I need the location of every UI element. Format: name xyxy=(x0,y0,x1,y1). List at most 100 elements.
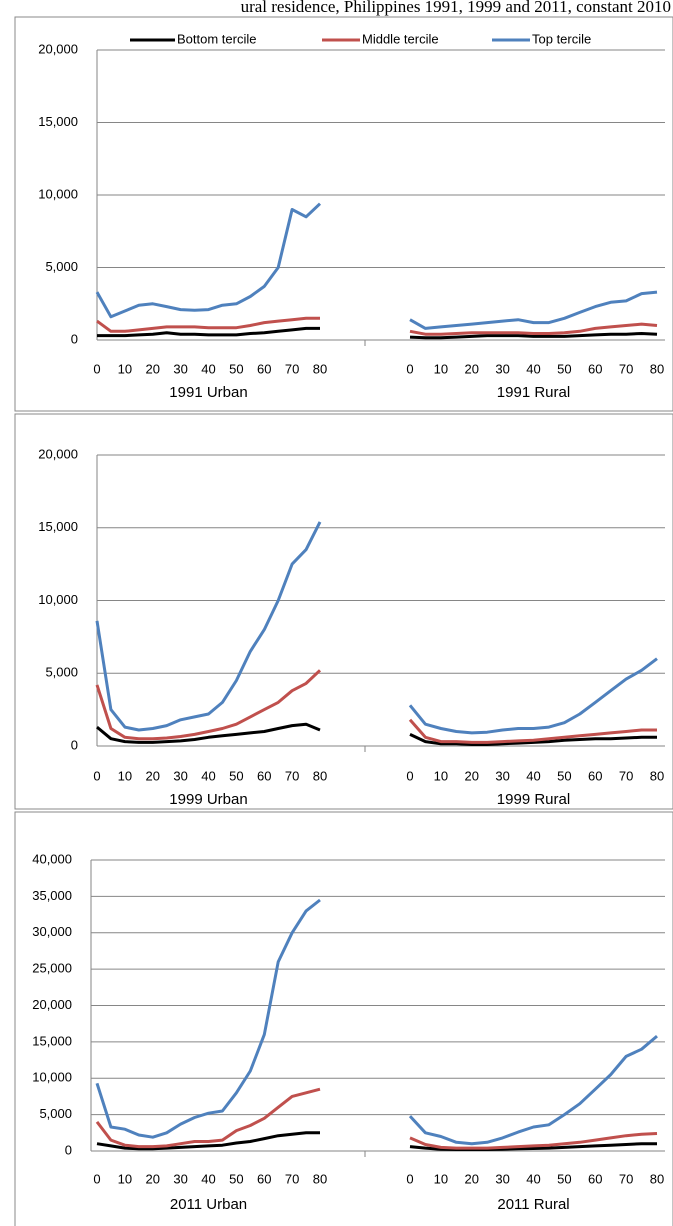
x-tick-label: 50 xyxy=(229,1171,243,1186)
series-line xyxy=(408,657,658,735)
x-tick-label: 80 xyxy=(313,361,327,376)
y-tick-label: 5,000 xyxy=(45,665,78,680)
x-tick-label: 30 xyxy=(173,768,187,783)
x-tick-label: 50 xyxy=(557,768,571,783)
y-tick-label: 5,000 xyxy=(39,1106,72,1121)
x-tick-label: 20 xyxy=(146,768,160,783)
x-tick-label: 10 xyxy=(434,1171,448,1186)
x-tick-label: 20 xyxy=(465,768,479,783)
x-tick-label: 40 xyxy=(526,361,540,376)
panel-label: 1991 Urban xyxy=(169,384,247,401)
y-tick-label: 5,000 xyxy=(45,259,78,274)
x-tick-label: 80 xyxy=(313,768,327,783)
x-tick-label: 80 xyxy=(650,361,664,376)
x-tick-label: 60 xyxy=(257,1171,271,1186)
series-line xyxy=(409,322,658,336)
x-tick-label: 30 xyxy=(173,1171,187,1186)
legend-label: Middle tercile xyxy=(362,31,439,46)
series-line xyxy=(95,669,322,741)
x-tick-label: 40 xyxy=(201,361,215,376)
figure-title: ural residence, Philippines 1991, 1999 a… xyxy=(241,0,671,16)
x-tick-label: 20 xyxy=(465,1171,479,1186)
series-line xyxy=(97,326,320,338)
y-tick-label: 20,000 xyxy=(32,997,72,1012)
x-tick-label: 40 xyxy=(526,1171,540,1186)
panel-frame xyxy=(14,16,673,412)
x-tick-label: 40 xyxy=(201,768,215,783)
y-tick-label: 40,000 xyxy=(32,851,72,866)
series-line xyxy=(408,1034,658,1146)
series-line xyxy=(95,1087,321,1149)
x-tick-label: 30 xyxy=(495,768,509,783)
panel-label: 2011 Rural xyxy=(497,1196,569,1213)
series-line xyxy=(95,521,322,732)
series-line xyxy=(409,1142,657,1151)
x-tick-label: 10 xyxy=(434,361,448,376)
x-tick-label: 50 xyxy=(229,768,243,783)
x-tick-label: 30 xyxy=(495,361,509,376)
y-tick-label: 10,000 xyxy=(38,186,78,201)
y-tick-label: 30,000 xyxy=(32,924,72,939)
x-tick-label: 50 xyxy=(557,361,571,376)
panel-label: 1991 Rural xyxy=(497,384,570,401)
x-tick-label: 20 xyxy=(146,361,160,376)
x-tick-label: 70 xyxy=(619,768,633,783)
y-tick-label: 15,000 xyxy=(32,1033,72,1048)
x-tick-label: 60 xyxy=(588,1171,602,1186)
x-tick-label: 60 xyxy=(257,361,271,376)
x-tick-label: 10 xyxy=(118,361,132,376)
x-tick-label: 80 xyxy=(650,768,664,783)
x-tick-label: 70 xyxy=(619,1171,633,1186)
x-tick-label: 40 xyxy=(201,1171,215,1186)
x-tick-label: 20 xyxy=(465,361,479,376)
x-tick-label: 50 xyxy=(229,361,243,376)
x-tick-label: 0 xyxy=(406,768,413,783)
x-tick-label: 0 xyxy=(406,361,413,376)
series-line xyxy=(409,332,658,340)
y-tick-label: 0 xyxy=(71,737,78,752)
series-line xyxy=(409,290,658,330)
panel-label: 2011 Urban xyxy=(170,1196,247,1213)
x-tick-label: 60 xyxy=(588,361,602,376)
series-line xyxy=(409,733,657,746)
x-tick-label: 40 xyxy=(526,768,540,783)
x-tick-label: 0 xyxy=(406,1171,413,1186)
x-tick-label: 0 xyxy=(93,1171,100,1186)
y-tick-label: 20,000 xyxy=(38,446,78,461)
x-tick-label: 60 xyxy=(588,768,602,783)
x-tick-label: 20 xyxy=(146,1171,160,1186)
y-tick-label: 0 xyxy=(71,331,78,346)
series-line xyxy=(96,722,321,744)
x-tick-label: 30 xyxy=(173,361,187,376)
x-tick-label: 70 xyxy=(285,361,299,376)
y-tick-label: 35,000 xyxy=(32,888,72,903)
x-tick-label: 10 xyxy=(434,768,448,783)
y-tick-label: 20,000 xyxy=(38,41,78,56)
x-tick-label: 10 xyxy=(118,768,132,783)
series-line xyxy=(408,718,657,744)
series-line xyxy=(96,316,320,333)
y-tick-label: 10,000 xyxy=(32,1070,72,1085)
series-line xyxy=(409,1132,658,1150)
series-line xyxy=(96,1131,320,1151)
panel-label: 1999 Rural xyxy=(497,791,570,808)
x-tick-label: 0 xyxy=(93,361,100,376)
y-tick-label: 15,000 xyxy=(38,519,78,534)
y-tick-label: 10,000 xyxy=(38,592,78,607)
x-tick-label: 70 xyxy=(619,361,633,376)
x-tick-label: 80 xyxy=(650,1171,664,1186)
x-tick-label: 70 xyxy=(285,768,299,783)
x-tick-label: 0 xyxy=(93,768,100,783)
panel-frame xyxy=(14,811,673,1226)
series-line xyxy=(95,898,321,1139)
panel-label: 1999 Urban xyxy=(169,791,247,808)
x-tick-label: 80 xyxy=(313,1171,327,1186)
y-tick-label: 0 xyxy=(65,1142,72,1157)
x-tick-label: 70 xyxy=(285,1171,299,1186)
x-tick-label: 10 xyxy=(118,1171,132,1186)
legend-label: Bottom tercile xyxy=(177,31,256,46)
x-tick-label: 60 xyxy=(257,768,271,783)
x-tick-label: 30 xyxy=(495,1171,509,1186)
